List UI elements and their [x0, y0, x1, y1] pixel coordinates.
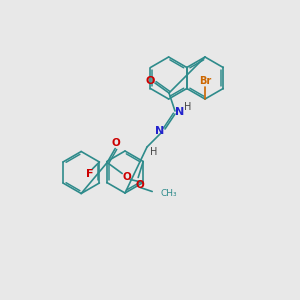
Text: CH₃: CH₃	[160, 189, 177, 198]
Text: O: O	[145, 76, 155, 86]
Text: H: H	[150, 147, 158, 157]
Text: N: N	[176, 107, 184, 117]
Text: O: O	[112, 137, 121, 148]
Text: Br: Br	[199, 76, 211, 86]
Text: H: H	[184, 102, 192, 112]
Text: N: N	[155, 126, 165, 136]
Text: O: O	[123, 172, 132, 182]
Text: F: F	[85, 169, 93, 179]
Text: O: O	[136, 179, 145, 190]
